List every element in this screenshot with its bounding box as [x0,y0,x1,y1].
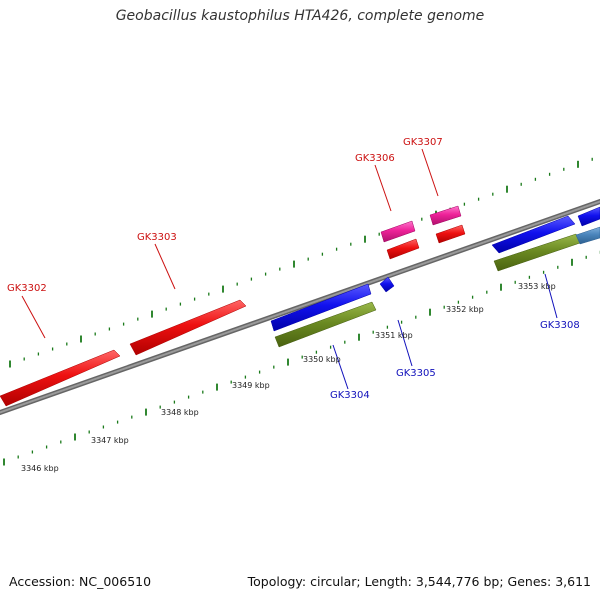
scale-label: 3349 kbp [232,381,270,390]
genome-title: Geobacillus kaustophilus HTA426, complet… [115,8,485,24]
gene-label-gk3304[interactable]: GK3304 [330,390,370,401]
gene-gk3302-arrow[interactable] [0,349,121,407]
gene-label-gk3305[interactable]: GK3305 [396,368,436,379]
scale-label: 3347 kbp [91,436,129,445]
gene-label-gk3306[interactable]: GK3306 [355,153,395,164]
scale-labels: 3346 kbp 3347 kbp 3348 kbp 3349 kbp 3350… [21,282,556,473]
gene-label-gk3303[interactable]: GK3303 [137,232,177,243]
scale-label: 3353 kbp [518,282,556,291]
genome-summary: Topology: circular; Length: 3,544,776 bp… [247,574,591,589]
gene-gk3303-arrow[interactable] [129,299,247,356]
gene-gk3305-arrow[interactable] [379,276,395,293]
gene-gk3308-arrow[interactable] [491,206,600,272]
label-leader-lines [21,148,558,390]
genome-backbone [0,198,600,416]
accession-label: Accession: NC_006510 [9,574,152,589]
scale-ticks-upper [9,157,593,368]
gene-gk3306-arrow[interactable] [380,220,420,260]
scale-label: 3352 kbp [446,305,484,314]
gene-labels: GK3302 GK3303 GK3306 GK3307 GK3304 GK330… [7,137,580,401]
scale-label: 3346 kbp [21,464,59,473]
scale-label: 3348 kbp [161,408,199,417]
scale-ticks-lower [3,250,600,466]
gene-label-gk3308[interactable]: GK3308 [540,320,580,331]
gene-gk3307-arrow[interactable] [429,205,466,244]
gene-label-gk3302[interactable]: GK3302 [7,283,47,294]
gene-label-gk3307[interactable]: GK3307 [403,137,443,148]
gene-gk3304-arrow[interactable] [270,283,377,348]
scale-label: 3351 kbp [375,331,413,340]
scale-label: 3350 kbp [303,355,341,364]
